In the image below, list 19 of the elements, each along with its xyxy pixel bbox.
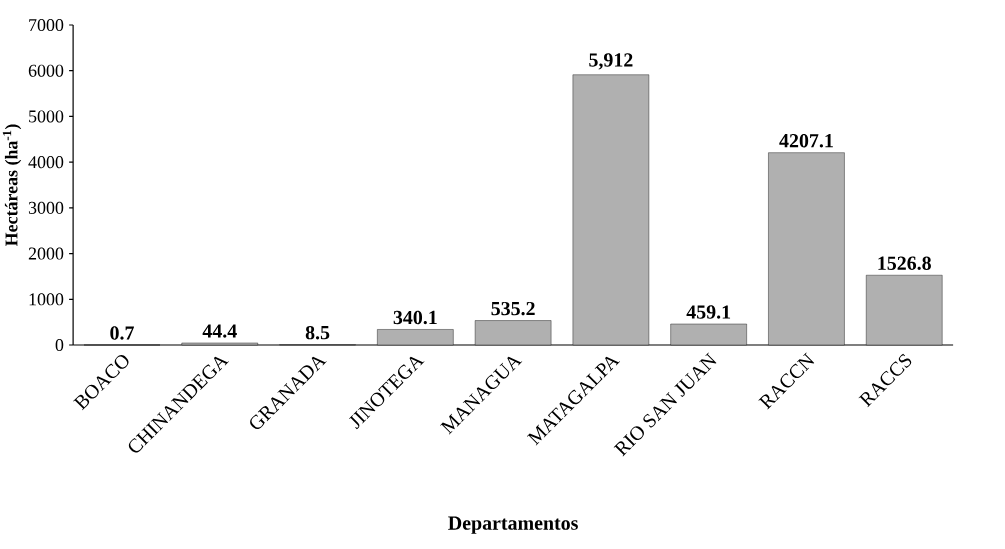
data-label: 4207.1	[779, 133, 833, 148]
x-axis-title: Departamentos	[448, 516, 578, 534]
y-tick-label: 1000	[29, 293, 64, 306]
data-label: 44.4	[202, 324, 237, 338]
data-label: 8.5	[305, 325, 330, 340]
data-label: 5,912	[589, 53, 633, 70]
y-axis-title: Hectáreas (ha$^{-1}$)	[2, 124, 22, 247]
data-label: 535.2	[491, 301, 535, 316]
y-tick-label: 2000	[28, 247, 64, 260]
data-label: 1526.8	[878, 256, 931, 271]
y-tick-label: 6000	[28, 64, 64, 77]
y-tick-label: 4000	[28, 156, 64, 169]
y-tick-label: 5000	[29, 110, 64, 123]
data-label: 459.1	[686, 305, 731, 319]
y-tick-label: 3000	[28, 201, 64, 214]
data-label: 340.1	[393, 310, 437, 325]
data-label: 0.7	[110, 326, 134, 340]
y-tick-label: 7000	[29, 18, 64, 32]
y-tick-label: 0	[55, 338, 64, 352]
